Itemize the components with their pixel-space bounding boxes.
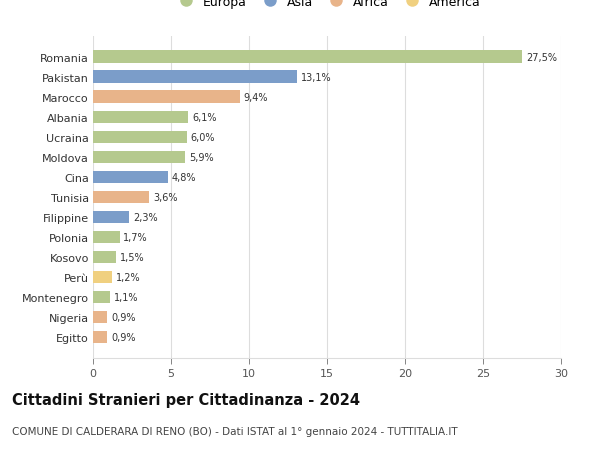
Bar [93, 251, 116, 263]
Bar [93, 51, 522, 64]
Bar [93, 291, 110, 303]
Text: 1,5%: 1,5% [120, 252, 145, 262]
Text: 1,7%: 1,7% [124, 232, 148, 242]
Bar [93, 151, 185, 163]
Text: 27,5%: 27,5% [526, 52, 557, 62]
Bar [93, 111, 188, 123]
Bar [93, 131, 187, 144]
Text: Cittadini Stranieri per Cittadinanza - 2024: Cittadini Stranieri per Cittadinanza - 2… [12, 392, 360, 408]
Bar [93, 271, 112, 284]
Text: COMUNE DI CALDERARA DI RENO (BO) - Dati ISTAT al 1° gennaio 2024 - TUTTITALIA.IT: COMUNE DI CALDERARA DI RENO (BO) - Dati … [12, 426, 458, 436]
Bar [93, 211, 129, 224]
Text: 0,9%: 0,9% [111, 312, 136, 322]
Text: 2,3%: 2,3% [133, 213, 157, 222]
Bar [93, 91, 239, 104]
Text: 9,4%: 9,4% [244, 92, 268, 102]
Bar [93, 231, 119, 244]
Bar [93, 191, 149, 203]
Text: 1,1%: 1,1% [114, 292, 139, 302]
Bar [93, 171, 168, 184]
Bar [93, 331, 107, 343]
Text: 0,9%: 0,9% [111, 332, 136, 342]
Text: 13,1%: 13,1% [301, 73, 332, 83]
Text: 5,9%: 5,9% [189, 152, 214, 162]
Legend: Europa, Asia, Africa, America: Europa, Asia, Africa, America [170, 0, 484, 11]
Text: 4,8%: 4,8% [172, 173, 196, 182]
Bar [93, 71, 298, 84]
Bar [93, 311, 107, 324]
Text: 3,6%: 3,6% [153, 192, 178, 202]
Text: 6,1%: 6,1% [192, 112, 217, 123]
Text: 1,2%: 1,2% [116, 272, 140, 282]
Text: 6,0%: 6,0% [191, 133, 215, 142]
